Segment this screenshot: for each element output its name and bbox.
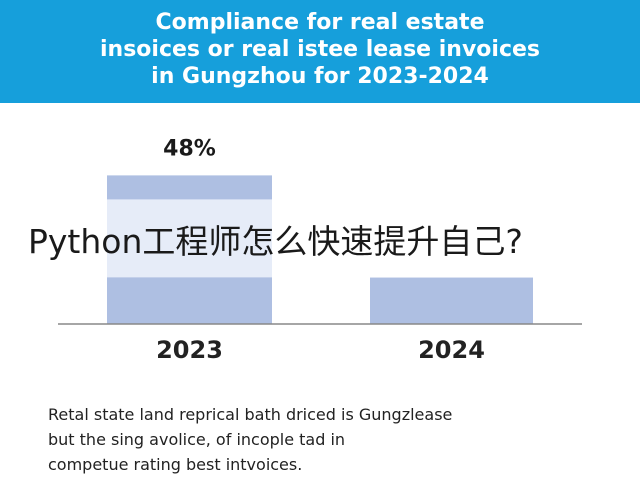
chart-title-line-1: Compliance for real estate xyxy=(155,10,485,35)
caption-line-2: but the sing avolice, of incople tad in xyxy=(48,430,346,449)
caption-line-1: Retal state land reprical bath driced is… xyxy=(48,405,453,424)
x-tick-label-2023: 2023 xyxy=(156,336,223,364)
chart-title-line-3: in Gungzhou for 2023-2024 xyxy=(151,64,489,89)
bar-highlight-band xyxy=(107,199,272,278)
chart-caption: Retal state land reprical bath driced is… xyxy=(48,402,618,477)
data-label-2023: 48% xyxy=(163,136,216,161)
title-banner: Compliance for real estate insoices or r… xyxy=(0,0,640,103)
chart-title-line-2: insoices or real istee lease invoices xyxy=(100,37,540,62)
bar-2024 xyxy=(370,277,533,324)
bar-chart: 48% 2023 2024 xyxy=(58,136,582,364)
x-tick-label-2024: 2024 xyxy=(418,336,485,364)
overlay-watermark-text: Python工程师怎么快速提升自己? xyxy=(28,222,523,261)
caption-line-3: competue rating best intvoices. xyxy=(48,455,303,474)
